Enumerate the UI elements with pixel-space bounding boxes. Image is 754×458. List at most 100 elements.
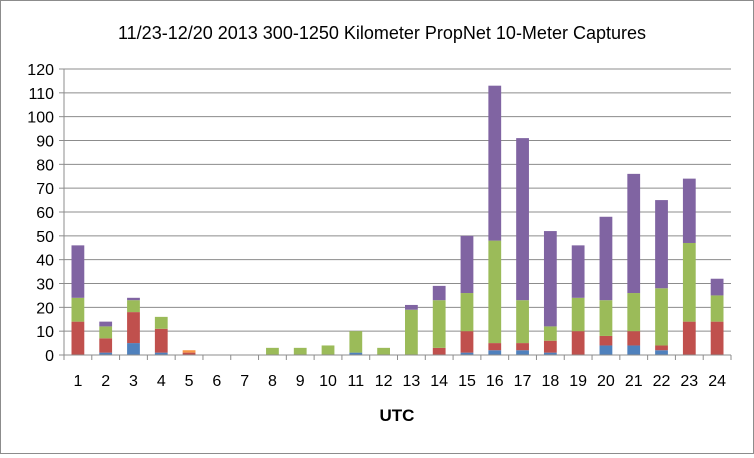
- x-tick-label: 15: [458, 373, 476, 390]
- bar-segment-series2-utc-22: [655, 345, 668, 351]
- x-tick-label: 11: [348, 373, 365, 390]
- chart-title: 11/23-12/20 2013 300-1250 Kilometer Prop…: [118, 23, 646, 43]
- bar-segment-series4-utc-15: [460, 293, 474, 332]
- bar-segment-series4-utc-21: [627, 293, 641, 332]
- bar-segment-series1-utc-2: [99, 352, 113, 355]
- x-tick-label: 6: [212, 373, 221, 390]
- bar-segment-series2-utc-17: [516, 343, 529, 351]
- bar-segment-series2-utc-20: [599, 335, 613, 346]
- bar-segment-series5-utc-23: [682, 178, 696, 243]
- y-tick-label: 120: [27, 62, 54, 79]
- bar-segment-series2-utc-23: [682, 321, 696, 355]
- bar-segment-series1-utc-22: [655, 350, 668, 355]
- bar-segment-series4-utc-3: [127, 300, 140, 313]
- bar-segment-series4-utc-14: [432, 300, 446, 348]
- y-tick-label: 90: [36, 134, 54, 151]
- grid-layer: [64, 68, 731, 332]
- bars-layer: [71, 85, 724, 355]
- bar-segment-series2-utc-2: [99, 338, 113, 353]
- x-tick-label: 4: [157, 373, 166, 390]
- bar-segment-series4-utc-1: [71, 297, 85, 322]
- x-tick-label: 7: [240, 373, 249, 390]
- x-tick-label: 23: [680, 373, 698, 390]
- bar-segment-series1-utc-20: [599, 345, 613, 355]
- y-tick-label: 110: [28, 86, 54, 103]
- bar-segment-series2-utc-15: [460, 331, 474, 353]
- bar-segment-series2-utc-21: [627, 331, 641, 346]
- bar-segment-series2-utc-4: [154, 328, 168, 353]
- bar-segment-series2-utc-3: [127, 312, 140, 344]
- y-tick-label: 60: [36, 205, 54, 222]
- y-tick-label: 80: [36, 157, 54, 174]
- x-tick-label: 14: [430, 373, 448, 390]
- bar-segment-series4-utc-12: [377, 347, 390, 355]
- x-tick-label: 22: [653, 373, 671, 390]
- x-axis-label: UTC: [380, 406, 415, 425]
- x-tick-label: 19: [569, 373, 587, 390]
- bar-segment-series4-utc-9: [293, 347, 307, 355]
- bar-segment-series1-utc-18: [543, 352, 557, 355]
- y-tick-label: 0: [45, 348, 54, 365]
- x-tick-label: 9: [296, 373, 305, 390]
- bar-segment-series2-utc-1: [71, 321, 85, 355]
- bar-segment-series1-utc-4: [154, 352, 168, 355]
- bar-segment-series5-utc-18: [543, 231, 557, 327]
- bar-segment-series5-utc-19: [571, 245, 585, 298]
- bar-segment-series4-utc-2: [99, 326, 113, 339]
- bar-segment-series4-utc-10: [321, 345, 335, 355]
- bar-segment-series2-utc-16: [488, 343, 502, 351]
- bar-segment-series2-utc-5: [182, 352, 196, 355]
- bar-segment-series2-utc-24: [710, 321, 724, 355]
- x-tick-label: 8: [268, 373, 277, 390]
- bar-segment-series5-utc-15: [460, 235, 474, 294]
- x-tick-label: 16: [486, 373, 504, 390]
- bar-segment-series5-utc-16: [488, 85, 502, 241]
- x-tick-label: 10: [319, 373, 337, 390]
- bar-segment-series4-utc-24: [710, 295, 724, 322]
- x-tick-label: 5: [185, 373, 194, 390]
- x-tick-label: 21: [625, 373, 643, 390]
- y-tick-label: 10: [36, 324, 54, 341]
- x-tick-label: 3: [129, 373, 138, 390]
- bar-segment-series5-utc-21: [627, 173, 641, 294]
- bar-segment-series4-utc-18: [543, 326, 557, 341]
- bar-segment-series1-utc-3: [127, 343, 140, 355]
- bar-segment-series2-utc-19: [571, 331, 585, 355]
- y-tick-label: 20: [36, 300, 54, 317]
- bar-segment-series4-utc-4: [154, 316, 168, 329]
- bar-segment-series5-utc-14: [432, 285, 446, 301]
- bar-segment-series5-utc-3: [127, 297, 140, 301]
- bar-segment-series3-utc-5: [182, 350, 196, 353]
- bar-segment-series4-utc-19: [571, 297, 585, 332]
- bar-segment-series5-utc-22: [655, 200, 668, 289]
- bar-segment-series1-utc-15: [460, 352, 474, 355]
- y-tick-label: 100: [27, 110, 54, 127]
- bar-segment-series4-utc-13: [405, 309, 418, 355]
- y-tick-label: 30: [36, 277, 54, 294]
- bar-segment-series5-utc-1: [71, 245, 85, 298]
- bar-segment-series4-utc-23: [682, 242, 696, 322]
- bar-segment-series4-utc-16: [488, 240, 502, 344]
- bar-segment-series2-utc-18: [543, 340, 557, 353]
- bar-segment-series5-utc-2: [99, 321, 113, 327]
- bar-segment-series5-utc-13: [405, 304, 418, 310]
- x-tick-label: 12: [375, 373, 393, 390]
- bar-segment-series1-utc-16: [488, 350, 502, 355]
- bar-segment-series2-utc-14: [432, 347, 446, 355]
- x-tick-label: 24: [708, 373, 726, 390]
- bar-segment-series5-utc-24: [710, 278, 724, 296]
- x-tick-label: 18: [541, 373, 559, 390]
- x-tick-label: 2: [101, 373, 110, 390]
- x-tick-label: 20: [597, 373, 615, 390]
- y-tick-label: 40: [36, 253, 54, 270]
- bar-segment-series1-utc-11: [349, 352, 363, 355]
- x-tick-label: 1: [73, 373, 82, 390]
- bar-segment-series1-utc-17: [516, 350, 529, 355]
- y-tick-label: 50: [36, 229, 54, 246]
- y-tick-label: 70: [36, 181, 54, 198]
- bar-segment-series4-utc-8: [266, 347, 279, 355]
- x-tick-label: 17: [514, 373, 532, 390]
